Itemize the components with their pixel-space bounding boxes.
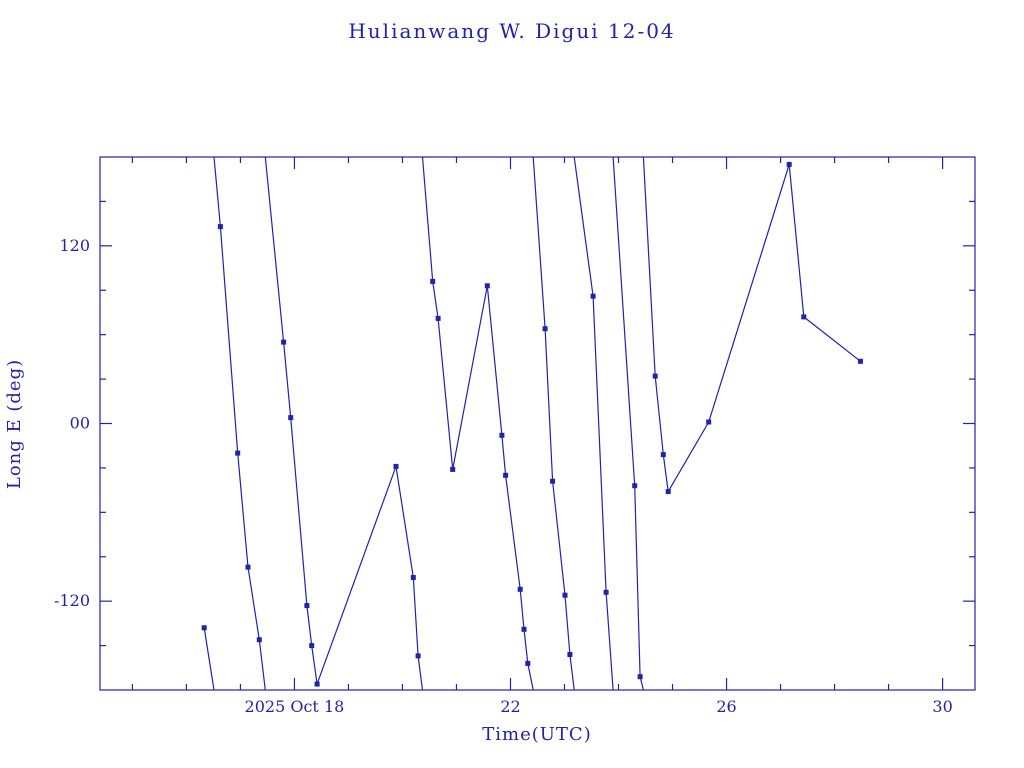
x-tick-label: 22 xyxy=(500,697,520,716)
data-point-marker xyxy=(281,339,287,345)
series-group xyxy=(201,157,863,690)
chart-title: Hulianwang W. Digui 12-04 xyxy=(348,19,675,43)
data-point-marker xyxy=(603,589,609,595)
y-tick-label: 00 xyxy=(70,414,90,433)
data-point-marker xyxy=(410,575,416,580)
data-point-marker xyxy=(517,586,523,592)
track-segment xyxy=(213,157,266,690)
track-segment xyxy=(612,157,644,690)
data-point-marker xyxy=(637,674,643,680)
data-point-marker xyxy=(314,681,320,687)
plot-frame xyxy=(99,156,976,691)
data-point-marker xyxy=(484,283,490,289)
data-point-marker xyxy=(562,592,568,598)
x-tick-label: 2025 Oct 18 xyxy=(245,697,345,716)
x-axis-label: Time(UTC) xyxy=(482,724,591,745)
track-segment xyxy=(421,157,534,690)
data-point-marker xyxy=(393,463,399,469)
data-point-marker xyxy=(309,643,315,649)
track-segment xyxy=(573,157,614,690)
x-tick-label: 30 xyxy=(932,697,952,716)
data-point-marker xyxy=(652,373,658,379)
data-point-marker xyxy=(858,358,863,364)
data-point-marker xyxy=(288,415,294,421)
data-point-marker xyxy=(706,419,712,425)
x-tick-label: 26 xyxy=(716,697,736,716)
data-point-marker xyxy=(235,450,241,456)
data-point-marker xyxy=(660,452,666,458)
y-axis-label: Long E (deg) xyxy=(4,359,25,489)
data-point-marker xyxy=(521,626,527,632)
track-segment xyxy=(264,157,424,690)
data-point-marker xyxy=(786,161,792,167)
data-point-marker xyxy=(217,224,223,230)
data-point-marker xyxy=(801,314,807,320)
y-tick-label: 120 xyxy=(59,236,90,255)
data-point-marker xyxy=(550,478,556,484)
data-point-marker xyxy=(304,603,310,609)
data-point-marker xyxy=(415,653,421,659)
data-point-marker xyxy=(665,489,671,495)
data-point-marker xyxy=(450,466,456,472)
data-point-marker xyxy=(567,652,573,657)
data-point-marker xyxy=(201,625,207,631)
data-point-marker xyxy=(632,483,638,489)
data-point-marker xyxy=(256,637,262,643)
track-segment xyxy=(203,627,215,690)
track-segment xyxy=(642,157,861,494)
data-point-marker xyxy=(499,432,505,438)
data-point-marker xyxy=(590,293,596,299)
data-point-marker xyxy=(525,660,531,666)
plot-area: 2025 Oct 18 22 26 30 -120 00 120 xyxy=(54,156,976,716)
data-point-marker xyxy=(245,564,251,570)
data-point-marker xyxy=(503,472,509,478)
y-tick-label: -120 xyxy=(54,591,90,610)
track-segment xyxy=(532,157,575,690)
data-point-marker xyxy=(542,326,548,332)
data-point-marker xyxy=(435,315,441,321)
data-point-marker xyxy=(430,278,436,284)
